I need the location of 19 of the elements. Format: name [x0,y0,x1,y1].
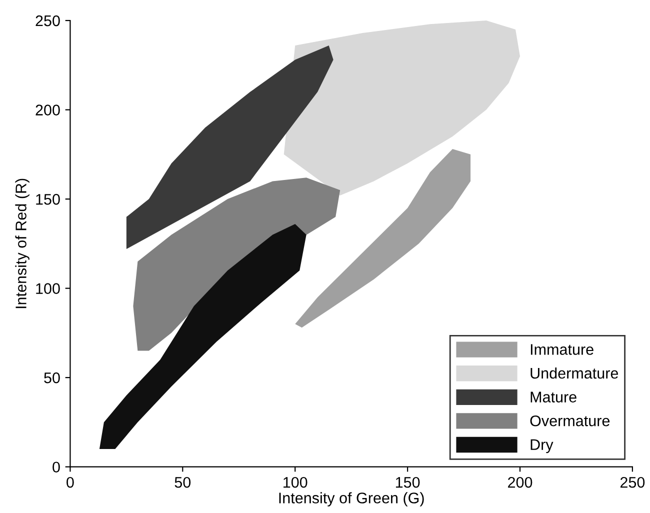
y-axis-title: Intensity of Red (R) [15,178,30,308]
legend-label: Mature [530,392,576,402]
legend-label: Dry [530,439,554,454]
x-tick-label: 150 [396,476,420,488]
x-tick-label: 0 [66,476,74,488]
y-tick-label: 0 [52,462,60,473]
y-tick-label: 50 [44,372,60,384]
x-tick-label: 100 [284,476,308,488]
y-tick-label: 200 [36,104,60,116]
legend-label: Immature [530,344,594,355]
x-tick-label: 50 [174,476,191,488]
legend-label: Undermature [530,367,618,379]
x-tick-label: 250 [620,476,645,488]
y-tick-label: 250 [36,15,60,26]
legend-label: Overmature [530,415,610,426]
x-tick-label: 200 [508,476,532,488]
y-tick-label: 150 [36,194,60,205]
y-tick-label: 100 [36,283,60,294]
x-axis-title: Intensity of Green (G) [279,492,424,506]
